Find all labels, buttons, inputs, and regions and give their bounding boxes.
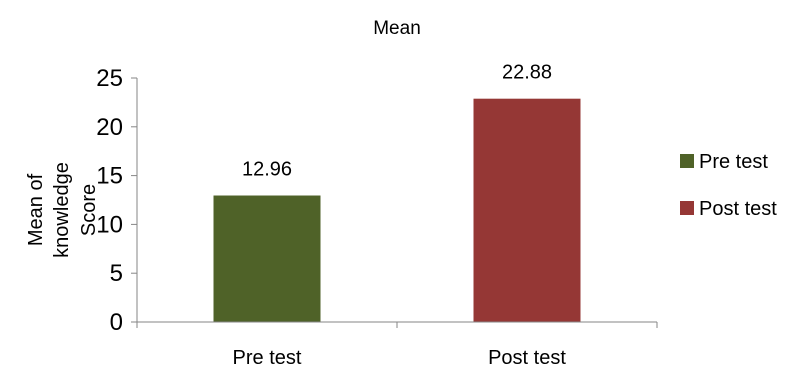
legend-label: Pre test	[699, 151, 768, 173]
y-axis-label: Mean of knowledge Score	[25, 162, 100, 258]
y-axis-label-line-3: Score	[78, 184, 100, 236]
data-labels: 12.96 22.88	[242, 62, 552, 181]
chart-title: Mean	[373, 18, 421, 39]
y-axis-ticks: 0 5 10 15 20 25	[96, 65, 137, 336]
legend-swatch	[680, 154, 694, 168]
y-tick-label: 15	[96, 163, 123, 190]
y-tick-label: 5	[110, 260, 123, 287]
y-tick-label: 0	[110, 309, 123, 336]
bar-post-test	[473, 98, 581, 323]
x-category-label: Pre test	[233, 347, 302, 369]
bars	[213, 98, 581, 323]
y-axis-label-line-2: knowledge	[51, 162, 73, 258]
x-category-label: Post test	[488, 347, 566, 369]
legend-label: Post test	[699, 198, 777, 220]
legend-swatch	[680, 201, 694, 215]
legend: Pre test Post test	[680, 151, 777, 220]
y-tick-label: 25	[96, 65, 123, 92]
bar-pre-test	[213, 195, 321, 322]
x-axis-ticks: Pre test Post test	[136, 322, 658, 369]
data-label: 22.88	[502, 62, 552, 84]
y-tick-label: 20	[96, 114, 123, 141]
y-tick-label: 10	[96, 211, 123, 238]
data-label: 12.96	[242, 159, 292, 181]
y-axis-label-line-1: Mean of	[25, 173, 47, 246]
